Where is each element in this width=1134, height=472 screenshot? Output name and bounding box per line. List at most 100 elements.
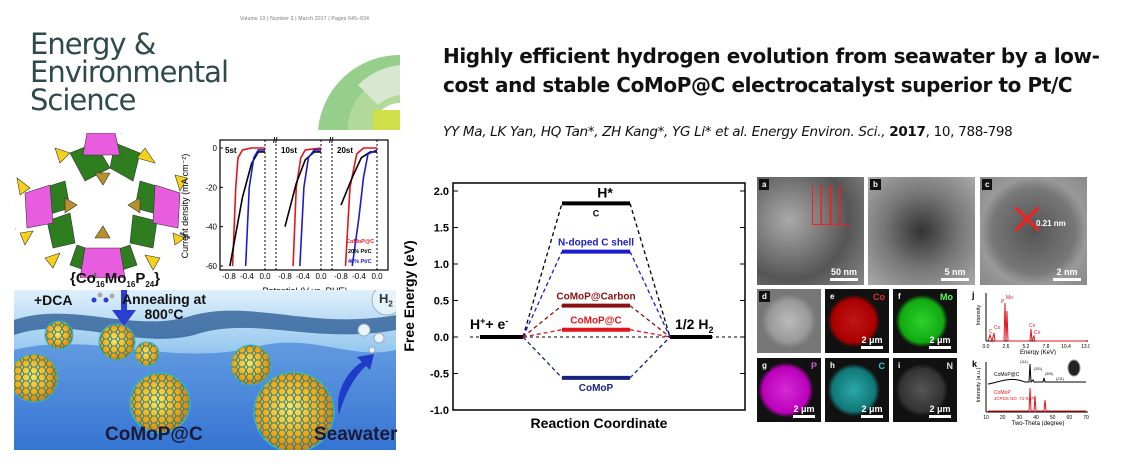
journal-logo-line: Science bbox=[30, 83, 136, 117]
reference-card-label: JCPDS NO. 71-0478 bbox=[994, 396, 1036, 401]
panel-label: e bbox=[827, 291, 838, 302]
formula-part: 16 bbox=[95, 280, 105, 289]
y-tick-label: -40 bbox=[205, 223, 217, 232]
authors: YY Ma, LK Yan, HQ Tan*, ZH Kang*, YG Li*… bbox=[443, 124, 886, 140]
catalyst-photo-inset bbox=[1067, 359, 1081, 377]
x-tick-label: 5.2 bbox=[1023, 344, 1030, 350]
formula-part: 16 bbox=[126, 280, 136, 289]
panel-label: g bbox=[759, 360, 770, 371]
x-tick-label: -0.8 bbox=[278, 272, 292, 281]
micrograph-panel-h: h C 2 μm bbox=[825, 358, 889, 422]
x-tick-label: 0.0 bbox=[259, 272, 271, 281]
transition-path bbox=[522, 336, 671, 379]
seawater-label: Seawater bbox=[314, 424, 398, 445]
sample-label: CoMoP@C bbox=[994, 372, 1020, 378]
y-tick-label: -0.5 bbox=[430, 369, 449, 381]
panel-label: k bbox=[972, 359, 978, 369]
x-axis-label: Two-Theta (degree) bbox=[1012, 421, 1065, 426]
lsv-curve-40-pt-c bbox=[299, 149, 321, 267]
scale-bar: 2 μm bbox=[929, 404, 951, 418]
scale-bar: 2 μm bbox=[861, 404, 883, 418]
lattice-spacing-label: 0.21 nm bbox=[1036, 219, 1066, 228]
element-label: P bbox=[810, 361, 817, 371]
xrd-reference-trace bbox=[988, 387, 1086, 412]
panel-label: j bbox=[971, 290, 975, 300]
scale-bar: 5 nm bbox=[941, 267, 969, 281]
y-tick-label: 0.0 bbox=[434, 332, 449, 344]
panel-label: 5st bbox=[225, 146, 237, 155]
x-axis-label: Reaction Coordinate bbox=[531, 415, 668, 431]
journal-issue-meta: Volume 10 | Number 3 | March 2017 | Page… bbox=[240, 16, 370, 22]
micrograph-panel-d: d bbox=[757, 289, 821, 353]
h2-text: H bbox=[379, 291, 389, 306]
label-part: 1/2 H bbox=[675, 316, 708, 332]
peak-label: C bbox=[989, 329, 993, 335]
transition-path bbox=[522, 251, 671, 338]
x-tick-label: -0.8 bbox=[222, 272, 236, 281]
y-axis-label: Current density (mA cm⁻²) bbox=[180, 154, 190, 259]
panel-label: 20st bbox=[337, 146, 353, 155]
peak-label: (300) bbox=[1045, 372, 1053, 376]
h2-bubble-icon bbox=[371, 290, 396, 316]
peak-label: P bbox=[1001, 299, 1005, 305]
x-tick-label: -0.8 bbox=[334, 272, 348, 281]
micrograph-panel-c: c 2 nm 0.21 nm bbox=[980, 177, 1087, 285]
y-tick-label: 0 bbox=[213, 144, 218, 153]
formula-part: P bbox=[135, 270, 146, 287]
polyoxometalate-structure bbox=[15, 133, 190, 278]
panel-label: 10st bbox=[281, 146, 297, 155]
formula-part: 24 bbox=[145, 280, 155, 289]
lsv-curve-40-pt-c bbox=[351, 149, 378, 267]
reference-label: CoMoP bbox=[994, 390, 1011, 396]
element-label: Mo bbox=[940, 292, 953, 302]
peak-label: (111) bbox=[1020, 360, 1028, 364]
x-tick-label: -0.4 bbox=[352, 272, 366, 281]
micrograph-panel-a: a 50 nm bbox=[757, 177, 864, 285]
h2-label: H2 bbox=[379, 291, 393, 309]
journal-logo-line: Energy & bbox=[30, 27, 156, 61]
y-tick-label: -1.0 bbox=[430, 405, 449, 417]
annealing-line: 800°C bbox=[144, 306, 184, 322]
energy-level-label: CoMoP@Carbon bbox=[556, 292, 635, 303]
panel-label: d bbox=[759, 291, 770, 302]
y-axis-label: Free Energy (eV) bbox=[401, 240, 417, 351]
label-part: + e bbox=[485, 316, 505, 332]
axis-break-icon: // bbox=[273, 136, 278, 145]
legend-item: 40% Pt/C bbox=[348, 259, 372, 265]
lsv-curve-40-pt-c bbox=[244, 149, 265, 267]
panel-label: b bbox=[870, 179, 881, 190]
scale-bar: 2 nm bbox=[1053, 267, 1081, 281]
x-tick-label: 13.0 bbox=[1081, 344, 1090, 350]
label-part: H bbox=[470, 316, 480, 332]
y-tick-label: -20 bbox=[205, 183, 217, 192]
element-label: Co bbox=[873, 292, 885, 302]
product-label: CoMoP@C bbox=[105, 424, 203, 445]
x-tick-label: 50 bbox=[1050, 415, 1056, 421]
x-tick-label: 0.0 bbox=[315, 272, 327, 281]
dca-label: +DCA bbox=[34, 292, 73, 308]
scale-bar: 2 μm bbox=[793, 404, 815, 418]
scale-bar: 2 μm bbox=[861, 335, 883, 349]
free-energy-chart: 2.0 1.5 1.0 0.5 0.0 -0.5 -1.0 H++ e- 1/2 H2 H* C N-… bbox=[401, 182, 746, 431]
journal-logo-line: Environmental bbox=[30, 55, 229, 89]
lsv-curve-comop-c bbox=[344, 147, 377, 267]
x-tick-label: -0.4 bbox=[240, 272, 254, 281]
y-tick-label: 1.0 bbox=[434, 259, 449, 271]
peak-label: (201) bbox=[1034, 367, 1042, 371]
volume-pages: , 10, 788-798 bbox=[925, 124, 1013, 140]
label-part: + bbox=[480, 316, 485, 326]
peak-label: Co bbox=[1029, 323, 1036, 329]
label-part: 2 bbox=[708, 325, 713, 335]
element-label: N bbox=[946, 361, 954, 371]
annealing-label: Annealing at 800°C bbox=[122, 292, 206, 322]
scale-bar: 2 μm bbox=[929, 335, 951, 349]
formula-part: {Co bbox=[70, 270, 96, 287]
x-tick-label: -0.4 bbox=[296, 272, 310, 281]
lattice-marker-icon bbox=[1015, 207, 1039, 231]
panel-label: c bbox=[982, 179, 993, 190]
peak-label: (211) bbox=[1056, 377, 1064, 381]
y-tick-label: 0.5 bbox=[434, 296, 449, 308]
x-tick-label: 20 bbox=[1000, 415, 1006, 421]
energy-level-label: N-doped C shell bbox=[558, 238, 634, 249]
